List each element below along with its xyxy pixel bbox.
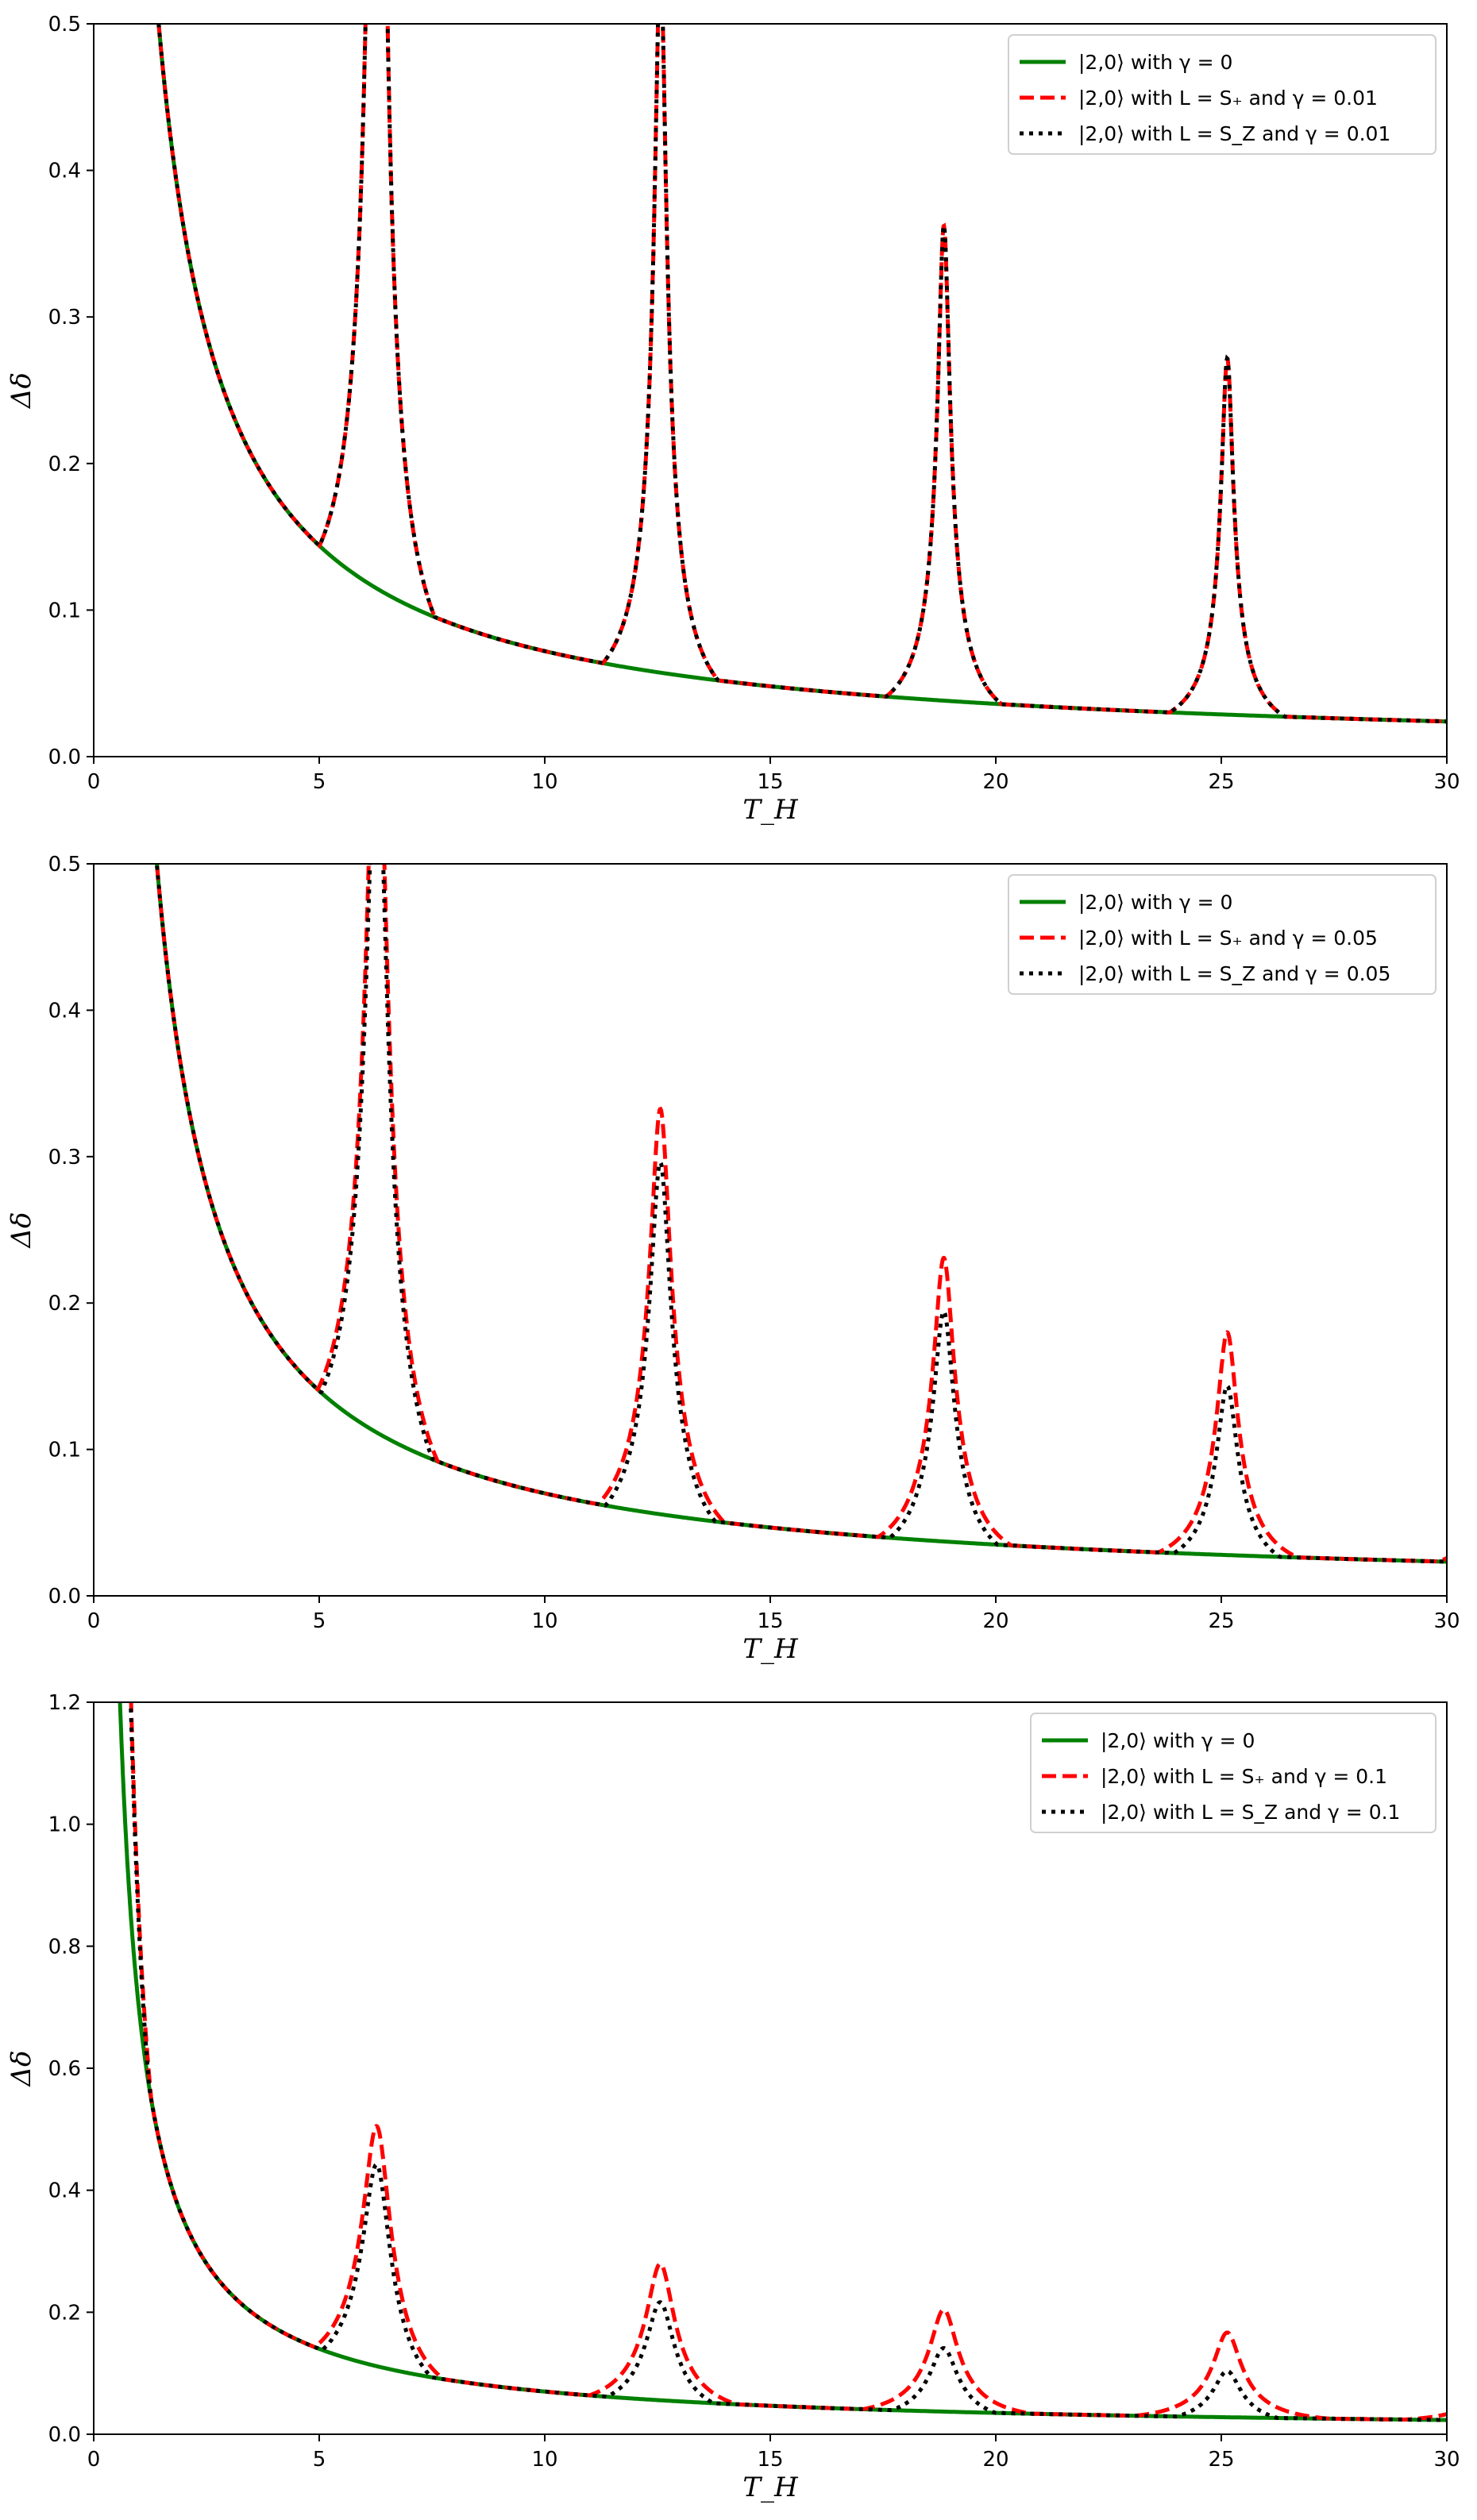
legend-entry-2: |2,0⟩ with L = S_Z and γ = 0.05 (1078, 962, 1390, 985)
series-line-2 (129, 1702, 1447, 2422)
x-axis-label: T_H (742, 794, 799, 826)
y-axis-label: Δδ (6, 1212, 37, 1249)
legend-entry-1: |2,0⟩ with L = S₊ and γ = 0.05 (1078, 927, 1378, 950)
chart-panel-bottom: 0 5 10 15 20 25 30 0.0 0.2 0.4 0.6 0.8 1.0 1.2 T_H Δδ |2… (6, 1691, 1460, 2503)
y-tick-label: 0.0 (48, 746, 81, 769)
y-tick-label: 0.8 (48, 1935, 81, 1959)
y-tick-label: 0.0 (48, 1585, 81, 1609)
y-tick-label: 0.2 (48, 2301, 81, 2325)
x-tick-label: 5 (313, 2448, 326, 2472)
series-line-2 (155, 864, 1447, 1564)
legend-box (1030, 1713, 1437, 1833)
legend-box (1008, 34, 1437, 155)
x-axis-label: T_H (742, 1633, 799, 1665)
y-tick-label: 0.4 (48, 999, 81, 1023)
series-line-1 (155, 864, 1447, 1564)
x-tick-label: 10 (531, 1609, 557, 1633)
legend: |2,0⟩ with γ = 0 |2,0⟩ with L = S₊ and γ … (1008, 874, 1437, 995)
x-tick-label: 0 (87, 1609, 101, 1633)
x-tick-label: 5 (313, 770, 326, 794)
series-line-2 (156, 24, 1447, 724)
y-tick-label: 0.5 (48, 853, 81, 877)
x-tick-label: 20 (982, 2448, 1008, 2472)
x-tick-label: 10 (531, 770, 557, 794)
y-tick-label: 0.1 (48, 599, 81, 622)
y-axis-label: Δδ (6, 2050, 37, 2087)
x-tick-label: 0 (87, 770, 101, 794)
x-tick-label: 20 (982, 770, 1008, 794)
x-tick-label: 30 (1433, 2448, 1460, 2472)
y-tick-label: 0.6 (48, 2057, 81, 2081)
legend-entry-1: |2,0⟩ with L = S₊ and γ = 0.01 (1078, 87, 1378, 110)
legend-entry-2: |2,0⟩ with L = S_Z and γ = 0.1 (1101, 1801, 1400, 1824)
x-tick-label: 30 (1433, 770, 1460, 794)
y-axis-label: Δδ (6, 372, 37, 410)
legend: |2,0⟩ with γ = 0 |2,0⟩ with L = S₊ and γ … (1008, 34, 1437, 155)
x-tick-label: 0 (87, 2448, 101, 2472)
x-tick-label: 25 (1208, 770, 1234, 794)
legend: |2,0⟩ with γ = 0 |2,0⟩ with L = S₊ and γ … (1030, 1713, 1437, 1833)
x-tick-label: 30 (1433, 1609, 1460, 1633)
plot-area (118, 1702, 1447, 2422)
legend-entry-2: |2,0⟩ with L = S_Z and γ = 0.01 (1078, 122, 1390, 145)
legend-entry-0: |2,0⟩ with γ = 0 (1101, 1729, 1255, 1752)
series-line-0 (156, 24, 1447, 724)
y-tick-label: 0.1 (48, 1439, 81, 1462)
y-tick-label: 0.3 (48, 306, 81, 329)
legend-entry-0: |2,0⟩ with γ = 0 (1078, 51, 1232, 74)
plot-area (156, 24, 1447, 724)
x-tick-label: 15 (757, 2448, 783, 2472)
x-tick-label: 25 (1208, 1609, 1234, 1633)
legend-box (1008, 874, 1437, 995)
x-tick-label: 15 (757, 1609, 783, 1633)
y-tick-label: 0.3 (48, 1146, 81, 1169)
series-line-1 (129, 1702, 1447, 2422)
y-tick-label: 0.0 (48, 2423, 81, 2447)
chart-panel-top: 0 5 10 15 20 25 30 0.0 0.1 0.2 0.3 0.4 0.5 T_H Δδ |2,0⟩… (6, 13, 1460, 826)
x-tick-label: 25 (1208, 2448, 1234, 2472)
x-tick-label: 5 (313, 1609, 326, 1633)
legend-entry-1: |2,0⟩ with L = S₊ and γ = 0.1 (1101, 1765, 1387, 1788)
x-axis-label: T_H (742, 2472, 799, 2503)
legend-entry-0: |2,0⟩ with γ = 0 (1078, 891, 1232, 914)
y-tick-label: 1.2 (48, 1691, 81, 1715)
y-tick-label: 0.5 (48, 13, 81, 37)
x-tick-label: 15 (757, 770, 783, 794)
y-tick-label: 1.0 (48, 1813, 81, 1837)
plot-area (155, 864, 1447, 1564)
y-tick-label: 0.2 (48, 1292, 81, 1316)
y-tick-label: 0.4 (48, 160, 81, 183)
y-tick-label: 0.2 (48, 453, 81, 476)
chart-panel-middle: 0 5 10 15 20 25 30 0.0 0.1 0.2 0.3 0.4 0.5 T_H Δδ |2,0⟩… (6, 853, 1460, 1665)
x-tick-label: 10 (531, 2448, 557, 2472)
y-tick-label: 0.4 (48, 2179, 81, 2203)
x-tick-label: 20 (982, 1609, 1008, 1633)
